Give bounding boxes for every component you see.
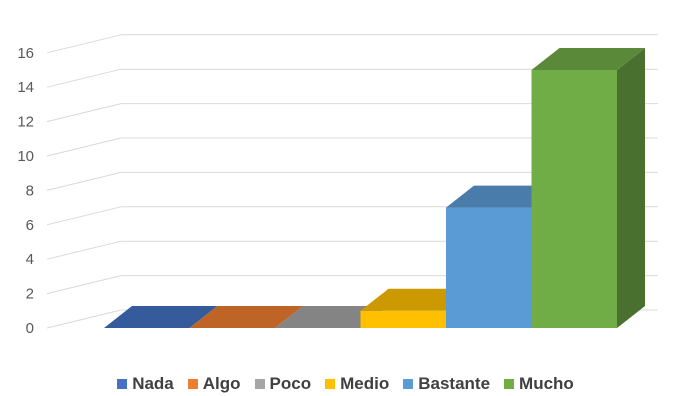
legend-item-poco: Poco (254, 374, 312, 394)
gridline-diagonal (46, 240, 122, 260)
y-tick-label: 10 (17, 148, 34, 165)
bar-top (360, 288, 474, 311)
gridline-diagonal (46, 137, 122, 157)
bar-poco (275, 306, 389, 328)
y-tick-label: 6 (26, 217, 34, 234)
bar-top (104, 306, 218, 328)
bar-top (275, 306, 389, 328)
gridline-diagonal (46, 275, 122, 295)
bar-side (617, 48, 645, 328)
gridline-diagonal (46, 68, 122, 88)
y-tick-label: 12 (17, 114, 34, 131)
bar-nada (104, 306, 218, 328)
legend-swatch (117, 379, 128, 389)
legend-label: Mucho (519, 374, 574, 393)
legend-swatch (325, 379, 336, 389)
bar-top (189, 306, 303, 328)
bar-medio (360, 288, 474, 328)
legend-swatch (403, 379, 414, 389)
legend-item-medio: Medio (325, 374, 389, 394)
legend-swatch (504, 379, 515, 389)
legend-label: Algo (202, 374, 241, 393)
y-tick-label: 14 (17, 79, 34, 96)
legend-item-bastante: Bastante (403, 374, 490, 394)
legend-label: Medio (340, 374, 390, 393)
gridline-diagonal (46, 309, 122, 329)
bar-top (446, 185, 560, 208)
bar-top (531, 48, 645, 70)
legend: Nada Algo Poco Medio Bastante Mucho (0, 373, 691, 395)
gridline-diagonal (46, 206, 122, 226)
bar-bastante (446, 185, 560, 328)
y-axis-tick-labels: 0 2 4 6 8 10 12 14 16 (17, 45, 34, 337)
chart-plot: 0 2 4 6 8 10 12 14 16 (17, 34, 658, 337)
bar-front (531, 70, 617, 328)
gridline-diagonal (46, 103, 122, 123)
gridline-diagonal (46, 171, 122, 191)
y-tick-label: 8 (26, 182, 34, 199)
legend-item-algo: Algo (187, 374, 241, 394)
y-tick-label: 4 (26, 251, 34, 268)
bar-mucho (531, 48, 645, 328)
bar-front (360, 310, 446, 328)
legend-swatch (254, 379, 265, 389)
bar-algo (189, 306, 303, 328)
legend-label: Bastante (418, 374, 491, 393)
y-tick-label: 2 (26, 286, 34, 303)
legend-label: Poco (269, 374, 312, 393)
legend-swatch (187, 379, 198, 389)
gridline-diagonal (46, 34, 122, 54)
legend-item-nada: Nada (117, 374, 174, 394)
bars (104, 48, 645, 328)
legend-label: Nada (132, 374, 174, 393)
y-tick-label: 0 (26, 320, 34, 337)
y-tick-label: 16 (17, 45, 34, 62)
bar-front (446, 207, 532, 328)
legend-item-mucho: Mucho (504, 374, 574, 394)
